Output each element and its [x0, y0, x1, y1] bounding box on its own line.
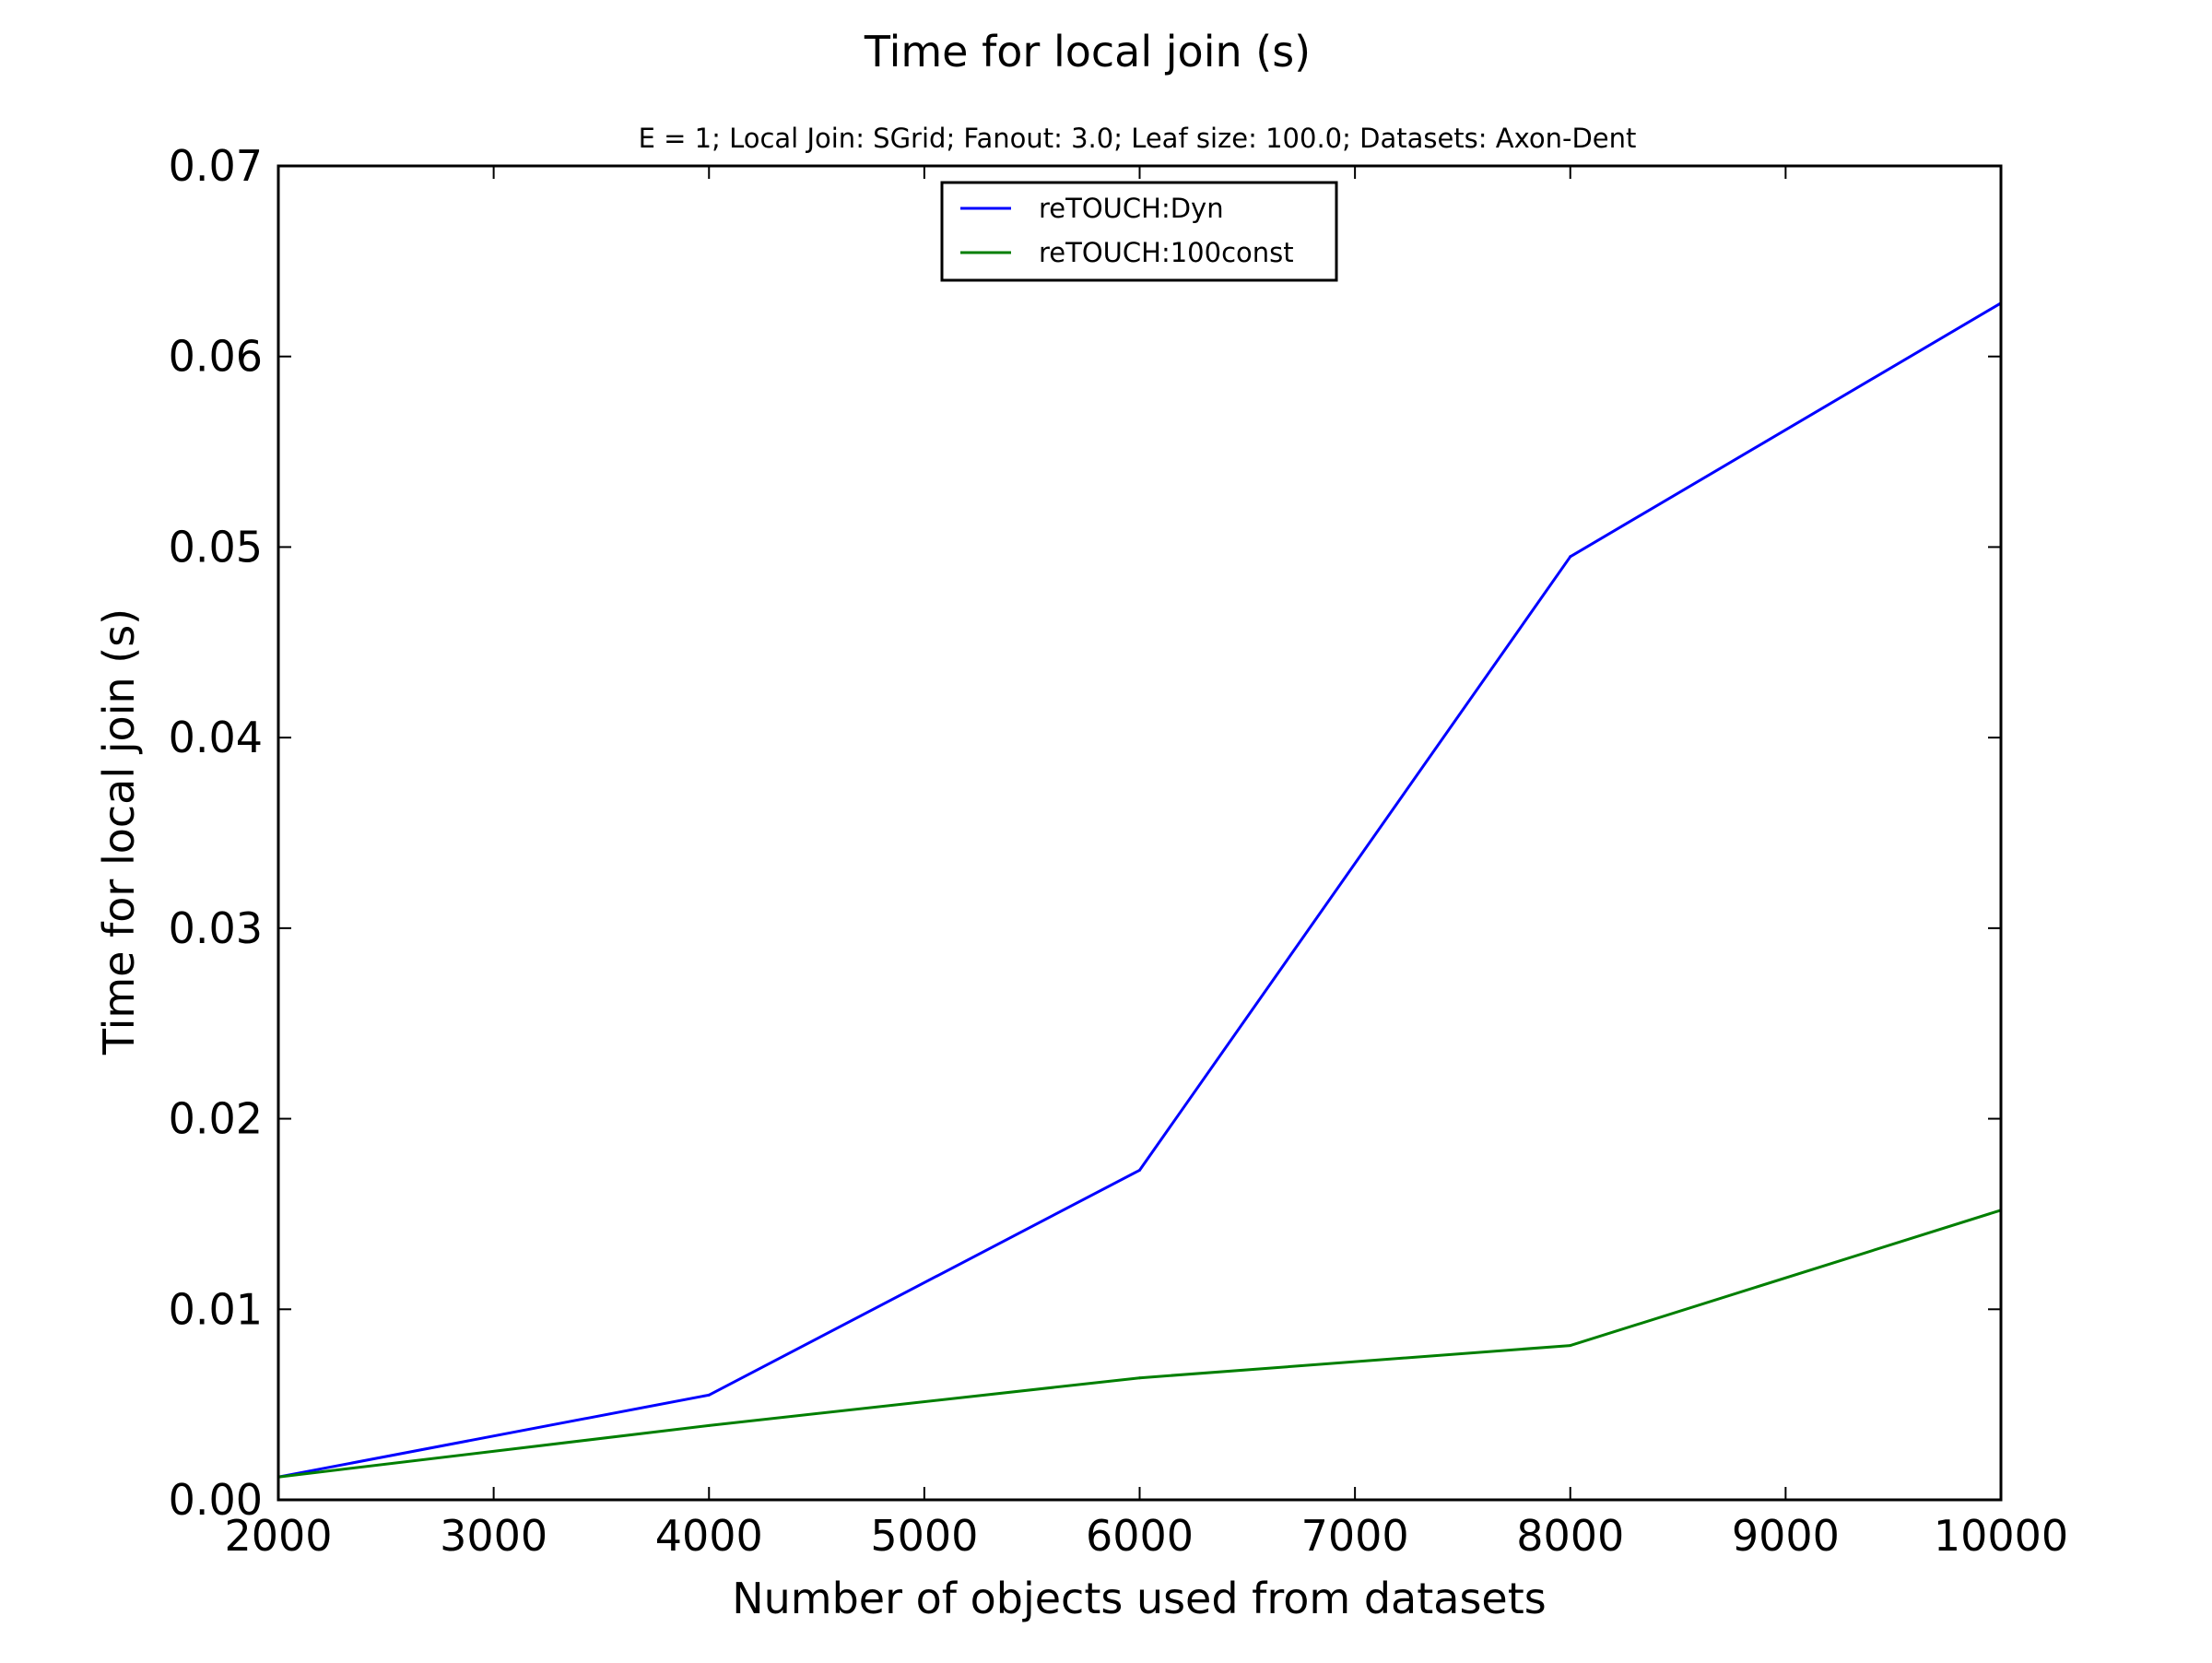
x-tick-label: 2000: [224, 1511, 332, 1561]
y-tick-label: 0.02: [169, 1094, 263, 1144]
data-point-retouch-100const: [1569, 1344, 1572, 1348]
x-tick-label: 4000: [655, 1511, 763, 1561]
data-point-retouch-dyn: [707, 1393, 711, 1397]
x-axis-ticks: 2000 3000 4000 5000 6000 7000 8000 9000 10000: [224, 166, 2068, 1561]
data-point-retouch-100const: [707, 1423, 711, 1427]
y-tick-label: 0.07: [169, 141, 263, 191]
chart-title: Time for local join (s): [864, 27, 1311, 77]
x-tick-label: 3000: [440, 1511, 547, 1561]
y-tick-label: 0.05: [169, 522, 263, 572]
y-tick-label: 0.00: [169, 1475, 263, 1525]
x-tick-label: 5000: [870, 1511, 978, 1561]
x-tick-label: 7000: [1301, 1511, 1409, 1561]
chart-subtitle: E = 1; Local Join: SGrid; Fanout: 3.0; L…: [639, 123, 1637, 154]
data-point-retouch-dyn: [1138, 1168, 1141, 1172]
y-axis-label: Time for local join (s): [94, 608, 144, 1056]
y-tick-label: 0.01: [169, 1284, 263, 1334]
legend-label-retouch-100const: reTOUCH:100const: [1039, 237, 1294, 268]
legend-box: [940, 181, 1338, 282]
x-tick-label: 6000: [1086, 1511, 1194, 1561]
y-tick-label: 0.04: [169, 713, 263, 762]
legend: reTOUCH:Dyn reTOUCH:100const: [940, 181, 1338, 282]
x-tick-label: 10000: [1934, 1511, 2068, 1561]
legend-label-retouch-dyn: reTOUCH:Dyn: [1039, 193, 1224, 224]
data-point-retouch-dyn: [1569, 555, 1572, 559]
x-tick-label: 9000: [1732, 1511, 1840, 1561]
data-point-retouch-100const: [1138, 1376, 1141, 1380]
y-tick-label: 0.06: [169, 332, 263, 382]
x-axis-label: Number of objects used from datasets: [732, 1574, 1547, 1623]
y-axis-ticks: 0.00 0.01 0.02 0.03 0.04 0.05 0.06 0.07: [169, 141, 2001, 1525]
x-tick-label: 8000: [1516, 1511, 1624, 1561]
y-tick-label: 0.03: [169, 903, 263, 953]
